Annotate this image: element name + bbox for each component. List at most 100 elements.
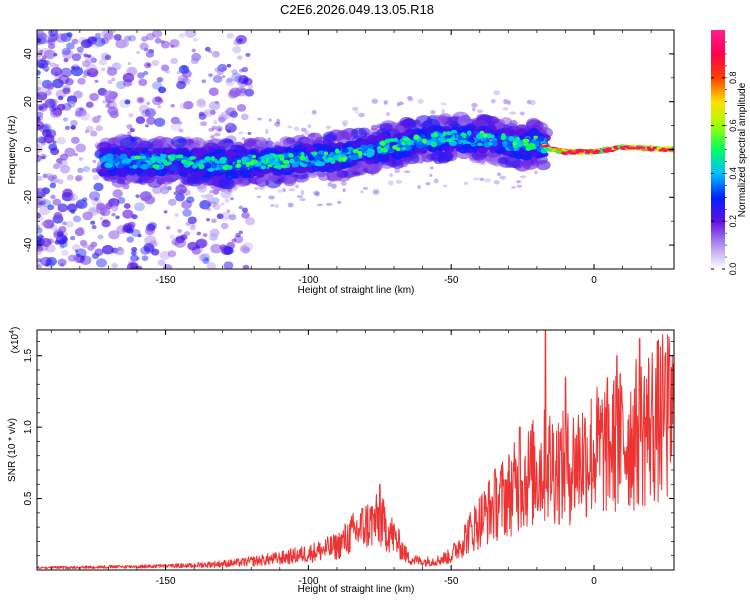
spectrogram-noise-blob: [217, 116, 226, 123]
spectrogram-noise-blob: [242, 264, 250, 269]
spectrogram-noise-blob: [62, 188, 73, 198]
spectrogram-noise-blob: [301, 127, 307, 132]
spectrogram-noise-blob: [441, 108, 446, 114]
spectrogram-noise-blob: [157, 86, 167, 94]
spectrogram-noise-blob: [210, 243, 223, 254]
spectrogram-noise-blob: [144, 195, 156, 205]
spectrogram-band-blob: [178, 170, 188, 177]
spectrogram-band-blob: [509, 146, 515, 151]
spectrogram-noise-blob: [59, 263, 65, 267]
spectrogram-band-blob: [451, 129, 457, 134]
spectrogram-noise-blob: [502, 107, 509, 111]
spectrogram-noise-blob: [59, 245, 65, 249]
spectrogram-noise-blob: [127, 131, 132, 135]
spectrogram-noise-blob: [131, 246, 138, 252]
spectrogram-core-blob: [623, 145, 628, 148]
spectrogram-noise-blob: [146, 101, 151, 105]
spectrogram-noise-blob: [202, 258, 210, 265]
spectrogram-peak-blob: [421, 138, 427, 143]
spectrogram-band-blob: [314, 161, 320, 166]
spectrogram-band-blob: [488, 116, 500, 125]
spectrogram-band-blob: [366, 134, 378, 143]
spectrogram-noise-blob: [80, 39, 92, 49]
spectrogram-noise-blob: [37, 214, 44, 223]
spectrogram-noise-blob: [75, 248, 87, 258]
spectrogram-core-blob: [594, 149, 600, 153]
spectrogram-noise-blob: [355, 111, 359, 114]
spectrogram-band-blob: [217, 164, 224, 169]
spectrogram-panel: -150 -100 -50 0 -40 -20 0 20 40 Height of strai…: [7, 29, 675, 296]
spectrogram-band-blob: [272, 170, 280, 176]
snr-frame: [36, 329, 675, 571]
spectrogram-noise-blob: [62, 117, 69, 122]
spectrogram-noise-blob: [45, 83, 55, 91]
spectrogram-peak-blob: [169, 156, 176, 161]
spectrogram-noise-blob: [240, 113, 249, 121]
spectrogram-line-blob: [665, 146, 673, 150]
spectrogram-noise-blob: [138, 78, 148, 87]
spectrogram-band-blob: [136, 162, 141, 166]
svg-text:(x104): (x104): [9, 327, 21, 354]
spectrogram-y-ticks: -40 -20 0 20 40: [23, 29, 674, 270]
spectrogram-peak-blob: [140, 155, 147, 160]
spectrogram-noise-blob: [37, 212, 41, 219]
y-tick-label: 1.0: [23, 420, 34, 434]
spectrogram-noise-blob: [37, 224, 41, 230]
spectrogram-noise-blob: [304, 130, 310, 136]
spectrogram-noise-blob: [37, 37, 41, 44]
spectrogram-noise-blob: [519, 175, 527, 179]
spectrogram-noise-blob: [37, 47, 41, 53]
spectrogram-band-blob: [112, 147, 121, 154]
spectrogram-noise-blob: [175, 193, 185, 202]
spectrogram-noise-blob: [394, 168, 400, 174]
spectrogram-band-blob: [331, 163, 343, 172]
spectrogram-noise-blob: [130, 265, 137, 269]
spectrogram-noise-blob: [73, 90, 83, 99]
spectrogram-noise-blob: [147, 221, 157, 230]
spectrogram-noise-blob: [154, 117, 166, 127]
spectrogram-noise-blob: [66, 32, 73, 38]
spectrogram-noise-blob: [526, 99, 532, 105]
spectrogram-band-blob: [107, 168, 119, 177]
spectrogram-noise-blob: [383, 100, 388, 105]
spectrogram-noise-blob: [387, 180, 394, 186]
spectrogram-noise-blob: [325, 125, 332, 130]
spectrogram-noise-blob: [171, 238, 181, 246]
spectrogram-noise-blob: [145, 50, 155, 58]
spectrogram-line-blob: [542, 144, 550, 148]
spectrogram-noise-blob: [58, 226, 67, 233]
spectrogram-band-blob: [177, 148, 185, 154]
spectrogram-noise-blob: [37, 69, 41, 76]
spectrogram-noise-blob: [77, 226, 84, 233]
spectrogram-noise-blob: [178, 32, 185, 38]
spectrogram-noise-blob: [196, 99, 207, 108]
spectrogram-noise-blob: [82, 211, 93, 221]
spectrogram-peak-blob: [245, 161, 251, 167]
spectrogram-noise-blob: [62, 103, 72, 111]
spectrogram-peak-blob: [446, 138, 452, 143]
spectrogram-noise-blob: [241, 211, 250, 219]
spectrogram-noise-blob: [37, 116, 41, 123]
spectrogram-peak-blob: [352, 148, 359, 154]
spectrogram-noise-blob: [205, 193, 214, 201]
spectrogram-noise-blob: [141, 255, 149, 261]
spectrogram-noise-blob: [141, 109, 151, 118]
spectrogram-noise-blob: [471, 102, 478, 108]
spectrogram-noise-blob: [177, 74, 189, 84]
spectrogram-noise-blob: [46, 173, 54, 179]
spectrogram-noise-blob: [48, 143, 58, 151]
spectrogram-noise-blob: [490, 98, 496, 104]
spectrogram-noise-blob: [143, 70, 149, 76]
spectrogram-noise-blob: [139, 42, 149, 51]
spectrogram-noise-blob: [123, 224, 132, 232]
spectrogram-line-blob: [656, 146, 663, 150]
spectrogram-noise-blob: [178, 121, 183, 125]
spectrogram-line-blob: [556, 150, 563, 154]
spectrogram-noise-blob: [97, 234, 104, 240]
spectrogram-noise-blob: [107, 79, 113, 85]
spectrogram-band-blob: [190, 142, 201, 150]
colorbar-ticks: 0.0 0.2 0.4 0.6 0.8: [711, 41, 738, 275]
spectrogram-peak-blob: [357, 150, 363, 157]
spectrogram-noise-blob: [37, 144, 43, 154]
spectrogram-noise-blob: [37, 191, 44, 200]
